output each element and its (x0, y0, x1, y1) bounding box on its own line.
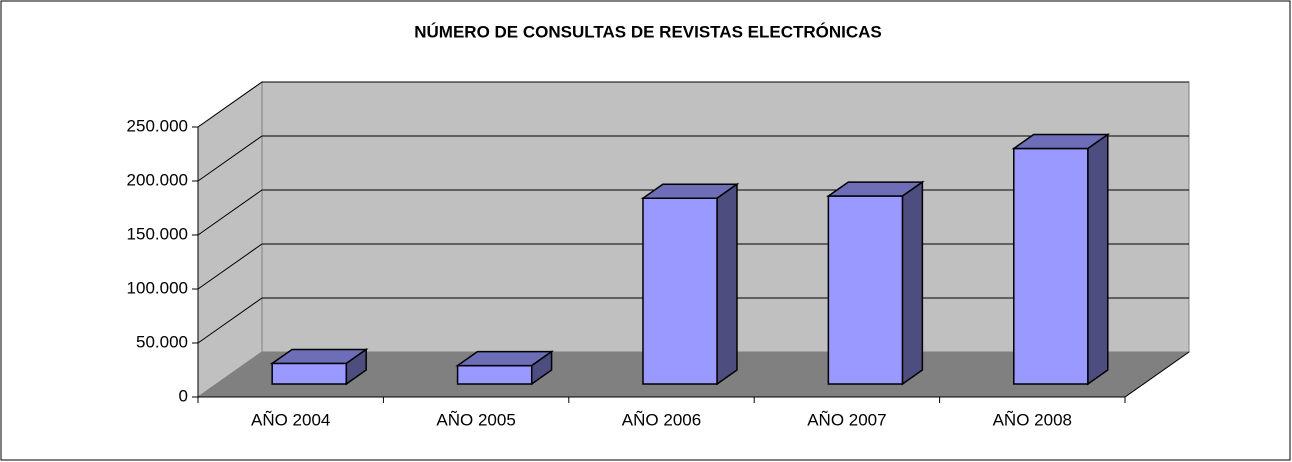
bar-side (345, 348, 367, 386)
y-tick-label: 100.000 (127, 278, 188, 297)
bar-side (716, 182, 738, 386)
x-tick-label: AÑO 2008 (993, 410, 1072, 429)
grid-line (197, 135, 1189, 182)
side-wall (197, 81, 263, 398)
y-tick-label: 150.000 (127, 224, 188, 243)
bar-front (642, 197, 718, 385)
y-tick-label: 50.000 (136, 332, 188, 351)
x-tick-label: AÑO 2007 (807, 410, 886, 429)
bar-side (901, 180, 924, 386)
grid-line (197, 81, 1189, 128)
bar-side (1087, 133, 1109, 386)
bar-front (271, 362, 348, 385)
floor-edge (1124, 351, 1190, 398)
x-tick-label: AÑO 2006 (622, 410, 701, 429)
x-tick-label: AÑO 2005 (436, 410, 515, 429)
chart-title: NÚMERO DE CONSULTAS DE REVISTAS ELECTRÓN… (414, 22, 882, 41)
bar-front (456, 364, 533, 385)
bar-front (1013, 147, 1089, 385)
bar-side (530, 350, 553, 386)
y-tick-label: 0 (179, 386, 188, 405)
y-tick-label: 250.000 (127, 116, 188, 135)
x-tick-label: AÑO 2004 (251, 410, 330, 429)
y-tick-label: 200.000 (127, 170, 188, 189)
bar-front (827, 195, 904, 385)
